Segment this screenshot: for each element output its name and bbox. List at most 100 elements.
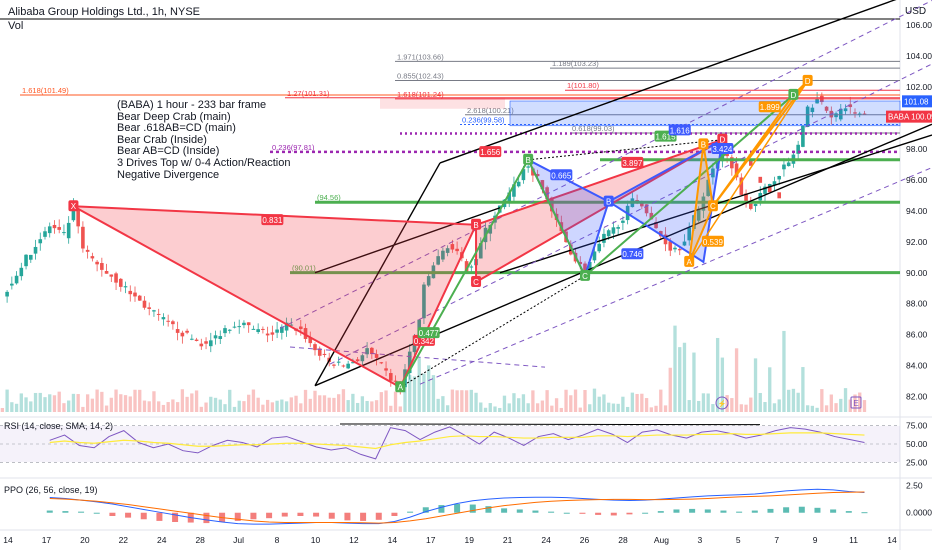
pattern-point-label: D [791,91,797,100]
y-tick-label: 102.00 [906,82,932,92]
volume-bar [346,400,350,412]
candle-body [587,261,592,272]
candle-body [14,275,19,284]
volume-bar [474,392,478,412]
candle-body [621,220,625,223]
candle-body [180,332,185,337]
candle-body [171,321,175,325]
volume-bar [550,405,554,412]
volume-bar [820,389,824,412]
candle-body [677,249,682,251]
volume-bar [370,401,374,412]
volume-bar [635,393,639,412]
channel-line [279,0,932,329]
volume-bar [725,395,729,412]
volume-bar [625,406,630,412]
volume-bar [384,390,388,412]
ppo-histogram-bar [313,512,320,517]
volume-bar [81,406,85,412]
candle-body [284,322,289,331]
volume-bar [48,394,52,412]
candle-body [227,329,232,331]
ratio-label-text: 0.746 [622,250,643,259]
volume-bar [228,389,232,412]
candle-body [114,273,118,283]
volume-bar [5,389,9,412]
x-tick-label: Jul [233,535,244,545]
volume-bar [554,398,559,412]
volume-bar [10,402,14,412]
candle-body [355,359,360,362]
volume-bar [275,400,279,412]
x-tick-label: 21 [503,535,513,545]
candle-body [445,248,450,253]
x-tick-label: 14 [887,535,897,545]
ppo-histogram-bar [798,506,805,513]
volume-bar [52,395,57,412]
volume-bar [517,398,521,412]
volume-bar [673,325,677,412]
volume-bar [123,395,128,412]
ppo-histogram-bar [485,506,492,513]
volume-bar [408,374,412,412]
ppo-histogram-bar [422,507,429,513]
pattern-point-marker [698,138,709,150]
volume-bar [578,407,582,412]
volume-bar [14,403,19,412]
ratio-label-text: 1.616 [670,126,691,135]
volume-bar [355,402,360,412]
candle-body [739,177,744,195]
candle-body [81,226,85,249]
channel-line [419,167,932,385]
candle-body [862,113,867,115]
volume-bar [659,389,663,412]
candle-body [118,278,123,287]
volume-bar [687,400,691,412]
volume-bar [810,405,815,412]
candle-body [668,241,673,251]
pattern-point-label: B [606,198,611,207]
volume-bar [621,396,625,412]
candle-body [313,344,317,351]
volume-bar [57,391,61,412]
candle-body [578,261,583,265]
pattern-point-marker [603,195,614,207]
volume-bar [374,400,379,412]
candle-body [786,162,791,167]
volume-bar [512,393,516,412]
volume-bar [777,399,781,412]
ratio-label-text: 1.899 [760,103,781,112]
volume-bar [138,389,142,412]
ppo-histogram-bar [438,505,445,513]
volume-bar [853,394,857,412]
rsi-line [49,426,865,460]
volume-bar [493,406,497,412]
ratio-label-box [711,142,734,154]
candle-body [142,300,147,308]
x-tick-label: 3 [697,535,702,545]
fib-level-label: 1.971(103.66) [397,52,444,61]
volume-bar [488,403,492,412]
candle-body [687,227,692,241]
candle-body [175,329,180,333]
candle-body [199,343,204,347]
volume-bar [114,389,118,412]
volume-bar [204,402,208,412]
candle-body [777,192,782,199]
volume-bar [261,404,265,412]
candle-body [640,202,644,207]
ppo-histogram-bar [595,512,602,515]
candle-body [592,251,597,261]
ratio-label-text: 0.831 [262,216,283,225]
ppo-histogram-bar [140,512,147,520]
volume-bar [839,398,843,412]
candle-body [185,330,189,333]
ppo-histogram-bar [250,512,257,520]
candle-body [308,337,313,344]
fib-level-label: 0.618(99.03) [572,124,615,133]
candle-body [289,324,294,326]
volume-bar [720,357,725,412]
ratio-label-box [479,146,502,158]
